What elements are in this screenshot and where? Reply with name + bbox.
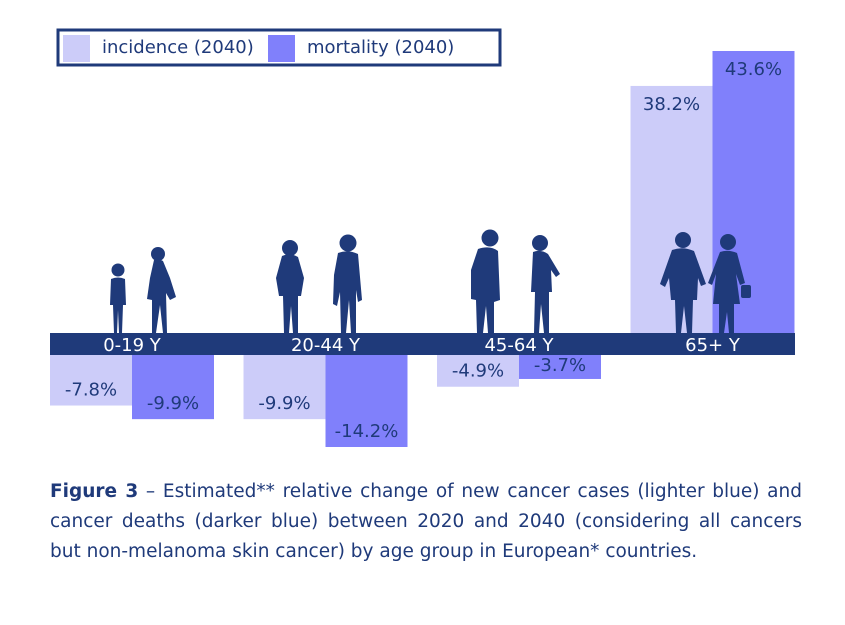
middle-aged-man-silhouette-icon bbox=[471, 229, 500, 333]
people-silhouettes bbox=[110, 229, 751, 333]
data-label-mortality: -9.9% bbox=[147, 393, 199, 414]
data-label-mortality: -14.2% bbox=[335, 421, 399, 442]
data-label-incidence: -7.8% bbox=[65, 380, 117, 401]
category-label: 65+ Y bbox=[685, 335, 741, 356]
data-label-incidence: -9.9% bbox=[258, 393, 310, 414]
data-label-incidence: -4.9% bbox=[452, 361, 504, 382]
bar-incidence bbox=[243, 355, 326, 420]
category-label: 0-19 Y bbox=[103, 335, 162, 356]
bar-mortality bbox=[519, 355, 601, 379]
data-label-mortality: 43.6% bbox=[725, 59, 782, 80]
data-label-incidence: 38.2% bbox=[643, 94, 700, 115]
bar-incidence bbox=[437, 355, 519, 387]
bar-incidence bbox=[50, 355, 132, 406]
figure-caption: Figure 3 – Estimated** relative change o… bbox=[50, 477, 802, 567]
legend: incidence (2040) mortality (2040) bbox=[56, 28, 502, 67]
bar-mortality bbox=[132, 355, 214, 420]
data-label-mortality: -3.7% bbox=[534, 355, 586, 376]
bar-mortality bbox=[325, 355, 408, 447]
young-man-silhouette-icon bbox=[333, 234, 362, 333]
elderly-woman-silhouette-icon bbox=[708, 234, 751, 333]
teen-silhouette-icon bbox=[147, 247, 176, 333]
category-label: 20-44 Y bbox=[291, 335, 361, 356]
legend-swatch-incidence bbox=[63, 35, 90, 62]
elderly-man-silhouette-icon bbox=[660, 232, 706, 333]
legend-label-incidence: incidence (2040) bbox=[102, 37, 254, 58]
caption-label: Figure 3 bbox=[50, 481, 139, 502]
bar-chart: incidence (2040) mortality (2040) -7.8% -… bbox=[50, 28, 795, 447]
child-silhouette-icon bbox=[110, 263, 126, 333]
axis-band bbox=[50, 333, 795, 355]
caption-text: – Estimated** relative change of new can… bbox=[50, 481, 802, 562]
young-woman-silhouette-icon bbox=[276, 240, 304, 333]
legend-swatch-mortality bbox=[268, 35, 295, 62]
axis-labels-group: 0-19 Y 20-44 Y 45-64 Y 65+ Y bbox=[103, 335, 741, 356]
legend-label-mortality: mortality (2040) bbox=[307, 37, 454, 58]
category-label: 45-64 Y bbox=[484, 335, 554, 356]
middle-aged-woman-silhouette-icon bbox=[531, 235, 560, 333]
